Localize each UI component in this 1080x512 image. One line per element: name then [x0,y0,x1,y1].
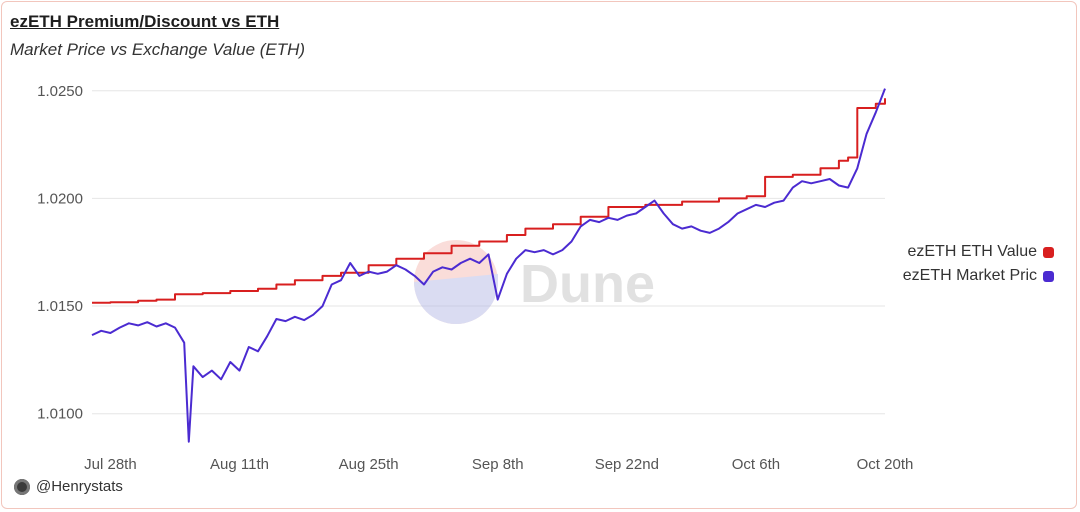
y-tick-label: 1.0200 [37,190,83,207]
legend: ezETH ETH Value ezETH Market Pric [903,240,1054,288]
footer: @Henrystats [14,478,123,495]
y-tick-label: 1.0250 [37,83,83,100]
series-line-eth-value[interactable] [92,98,886,304]
legend-swatch-value [1043,246,1054,258]
legend-item-market[interactable]: ezETH Market Pric [903,264,1054,288]
series-layer [91,88,886,443]
x-tick-label: Jul 28th [84,456,137,473]
avatar[interactable] [14,478,30,495]
x-tick-label: Oct 6th [732,456,780,473]
x-tick-label: Sep 22nd [595,456,659,473]
dune-watermark-text: Dune [520,254,655,314]
chart-subtitle: Market Price vs Exchange Value (ETH) [10,40,306,59]
legend-swatch-market [1043,270,1054,282]
x-tick-label: Oct 20th [857,456,914,473]
author-handle[interactable]: @Henrystats [36,478,123,495]
x-tick-label: Aug 11th [210,456,269,473]
x-tick-label: Aug 25th [339,456,399,473]
dune-logo-mark-lower [414,274,498,324]
legend-item-value[interactable]: ezETH ETH Value [903,240,1054,264]
watermark: Dune [414,240,655,324]
x-axis-ticks: Jul 28th Aug 11th Aug 25th Sep 8th Sep 22nd O… [84,456,913,473]
y-tick-label: 1.0100 [37,406,83,423]
series-line-market-price[interactable] [91,88,886,443]
legend-label-market: ezETH Market Pric [902,267,1037,284]
y-axis-ticks: 1.0100 1.0150 1.0200 1.0250 [37,83,83,423]
x-tick-label: Sep 8th [472,456,524,473]
legend-label-value: ezETH ETH Value [907,243,1037,260]
y-tick-label: 1.0150 [37,298,83,315]
gridlines [92,90,885,415]
chart-title[interactable]: ezETH Premium/Discount vs ETH [10,12,280,31]
